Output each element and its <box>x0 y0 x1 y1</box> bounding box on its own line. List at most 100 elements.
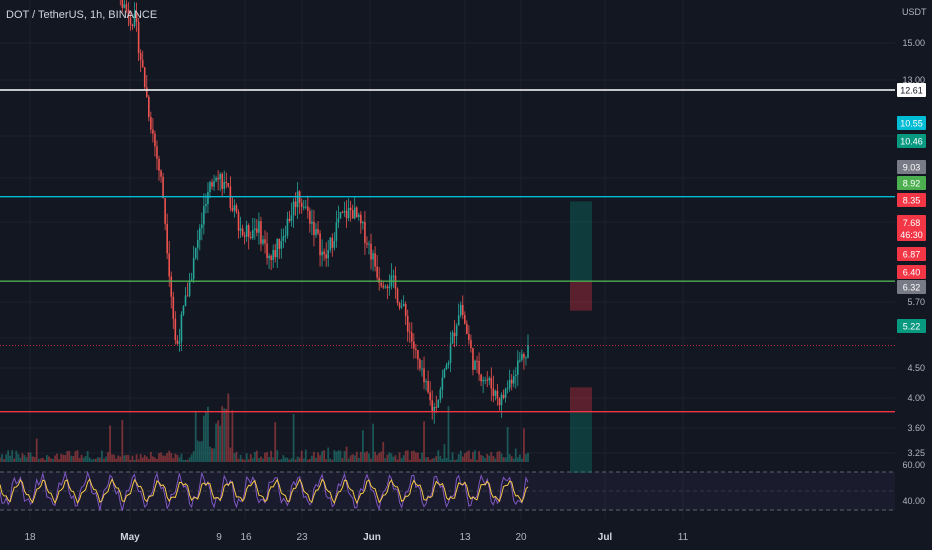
candle-body <box>166 223 168 254</box>
position-tools[interactable] <box>570 201 592 473</box>
volume-bar <box>23 455 26 462</box>
candle-body <box>402 303 405 307</box>
volume-bar <box>60 453 63 462</box>
volume-bar <box>7 450 10 462</box>
candle-body <box>154 133 156 147</box>
volume-bars <box>0 393 529 462</box>
volume-bar <box>164 455 167 462</box>
volume-bar <box>525 454 527 462</box>
candle-body <box>482 379 484 382</box>
volume-bar <box>247 459 250 462</box>
candle-body <box>186 295 189 297</box>
rsi-tick: 40.00 <box>902 496 925 506</box>
candle-body <box>262 239 264 244</box>
volume-bar <box>278 459 281 462</box>
candle-body <box>288 218 291 221</box>
volume-bar <box>463 453 466 462</box>
candle-body <box>343 210 346 213</box>
candle-body <box>421 368 423 370</box>
candle-body <box>276 238 279 258</box>
candle-body <box>168 253 171 277</box>
candle-body <box>209 182 211 193</box>
volume-bar <box>357 457 360 462</box>
volume-bar <box>523 428 525 462</box>
candle-body <box>525 357 527 359</box>
candle-body <box>125 4 128 10</box>
volume-bar <box>13 458 16 462</box>
volume-bar <box>103 458 105 462</box>
volume-bar <box>139 454 142 462</box>
candle-body <box>351 210 354 219</box>
volume-bar <box>502 457 505 462</box>
candle-body <box>345 210 348 219</box>
volume-bar <box>472 452 474 462</box>
price-label-bg <box>897 160 926 174</box>
volume-bar <box>274 422 277 462</box>
candle-body <box>396 288 399 304</box>
candle-body <box>410 332 413 342</box>
volume-bar <box>113 454 116 462</box>
volume-bar <box>510 456 513 462</box>
volume-bar <box>490 451 493 462</box>
price-label-text: 12.61 <box>900 86 923 96</box>
volume-bar <box>109 425 111 462</box>
candle-body <box>472 348 474 370</box>
volume-bar <box>467 450 470 462</box>
price-label-text: 6.32 <box>903 283 921 293</box>
price-label: 8.35 <box>897 193 926 207</box>
volume-bar <box>204 412 207 462</box>
volume-bar <box>300 450 303 462</box>
price-axis[interactable]: 15.00 13.00 5.70 4.50 4.00 3.60 3.25 60.00 40.00… <box>895 0 932 520</box>
candle-body <box>419 359 421 369</box>
symbol-title[interactable]: DOT / TetherUS, 1h, BINANCE <box>6 9 158 21</box>
volume-bar <box>461 456 464 462</box>
volume-bar <box>520 458 523 462</box>
volume-bar <box>119 456 122 462</box>
candle-body <box>368 243 370 245</box>
candle-body <box>249 236 252 238</box>
volume-bar <box>209 446 211 462</box>
volume-bar <box>111 454 114 462</box>
candle-body <box>404 303 407 316</box>
volume-bar <box>304 449 307 462</box>
price-label: 6.40 <box>897 265 926 279</box>
candle-body <box>307 206 309 211</box>
candle-body <box>123 4 126 8</box>
volume-bar <box>80 454 83 462</box>
candle-body <box>160 170 162 177</box>
candle-body <box>254 228 256 230</box>
volume-bar <box>251 458 254 462</box>
volume-bar <box>339 450 342 462</box>
candle-body <box>508 379 511 388</box>
volume-bar <box>219 425 222 462</box>
volume-bar <box>478 451 480 462</box>
price-label-bg <box>897 319 926 333</box>
volume-bar <box>11 450 14 462</box>
candle-body <box>457 315 460 326</box>
candle-body <box>443 369 446 378</box>
candle-body <box>519 359 521 361</box>
candle-body <box>170 276 173 297</box>
volume-bar <box>308 458 311 462</box>
volume-bar <box>376 455 379 462</box>
time-axis[interactable]: 18 May 9 16 23 Jun 13 20 Jul 11 <box>0 520 932 550</box>
horizontal-levels[interactable] <box>0 0 895 413</box>
candle-body <box>176 340 179 344</box>
volume-bar <box>172 458 175 462</box>
volume-bar <box>500 453 503 462</box>
price-label: 10.46 <box>897 134 926 148</box>
volume-bar <box>160 452 162 462</box>
candle-body <box>131 24 134 27</box>
volume-bar <box>202 415 205 462</box>
candle-body <box>480 374 482 382</box>
candle-body <box>292 201 295 216</box>
time-tick: May <box>120 532 140 543</box>
candle-body <box>370 243 372 260</box>
candle-body <box>162 176 164 199</box>
candle-body <box>523 353 525 358</box>
current-price-badge: 7.68 46:30 <box>897 215 926 241</box>
candle-body <box>143 67 146 88</box>
volume-bar <box>88 457 91 462</box>
position-short <box>570 387 592 473</box>
